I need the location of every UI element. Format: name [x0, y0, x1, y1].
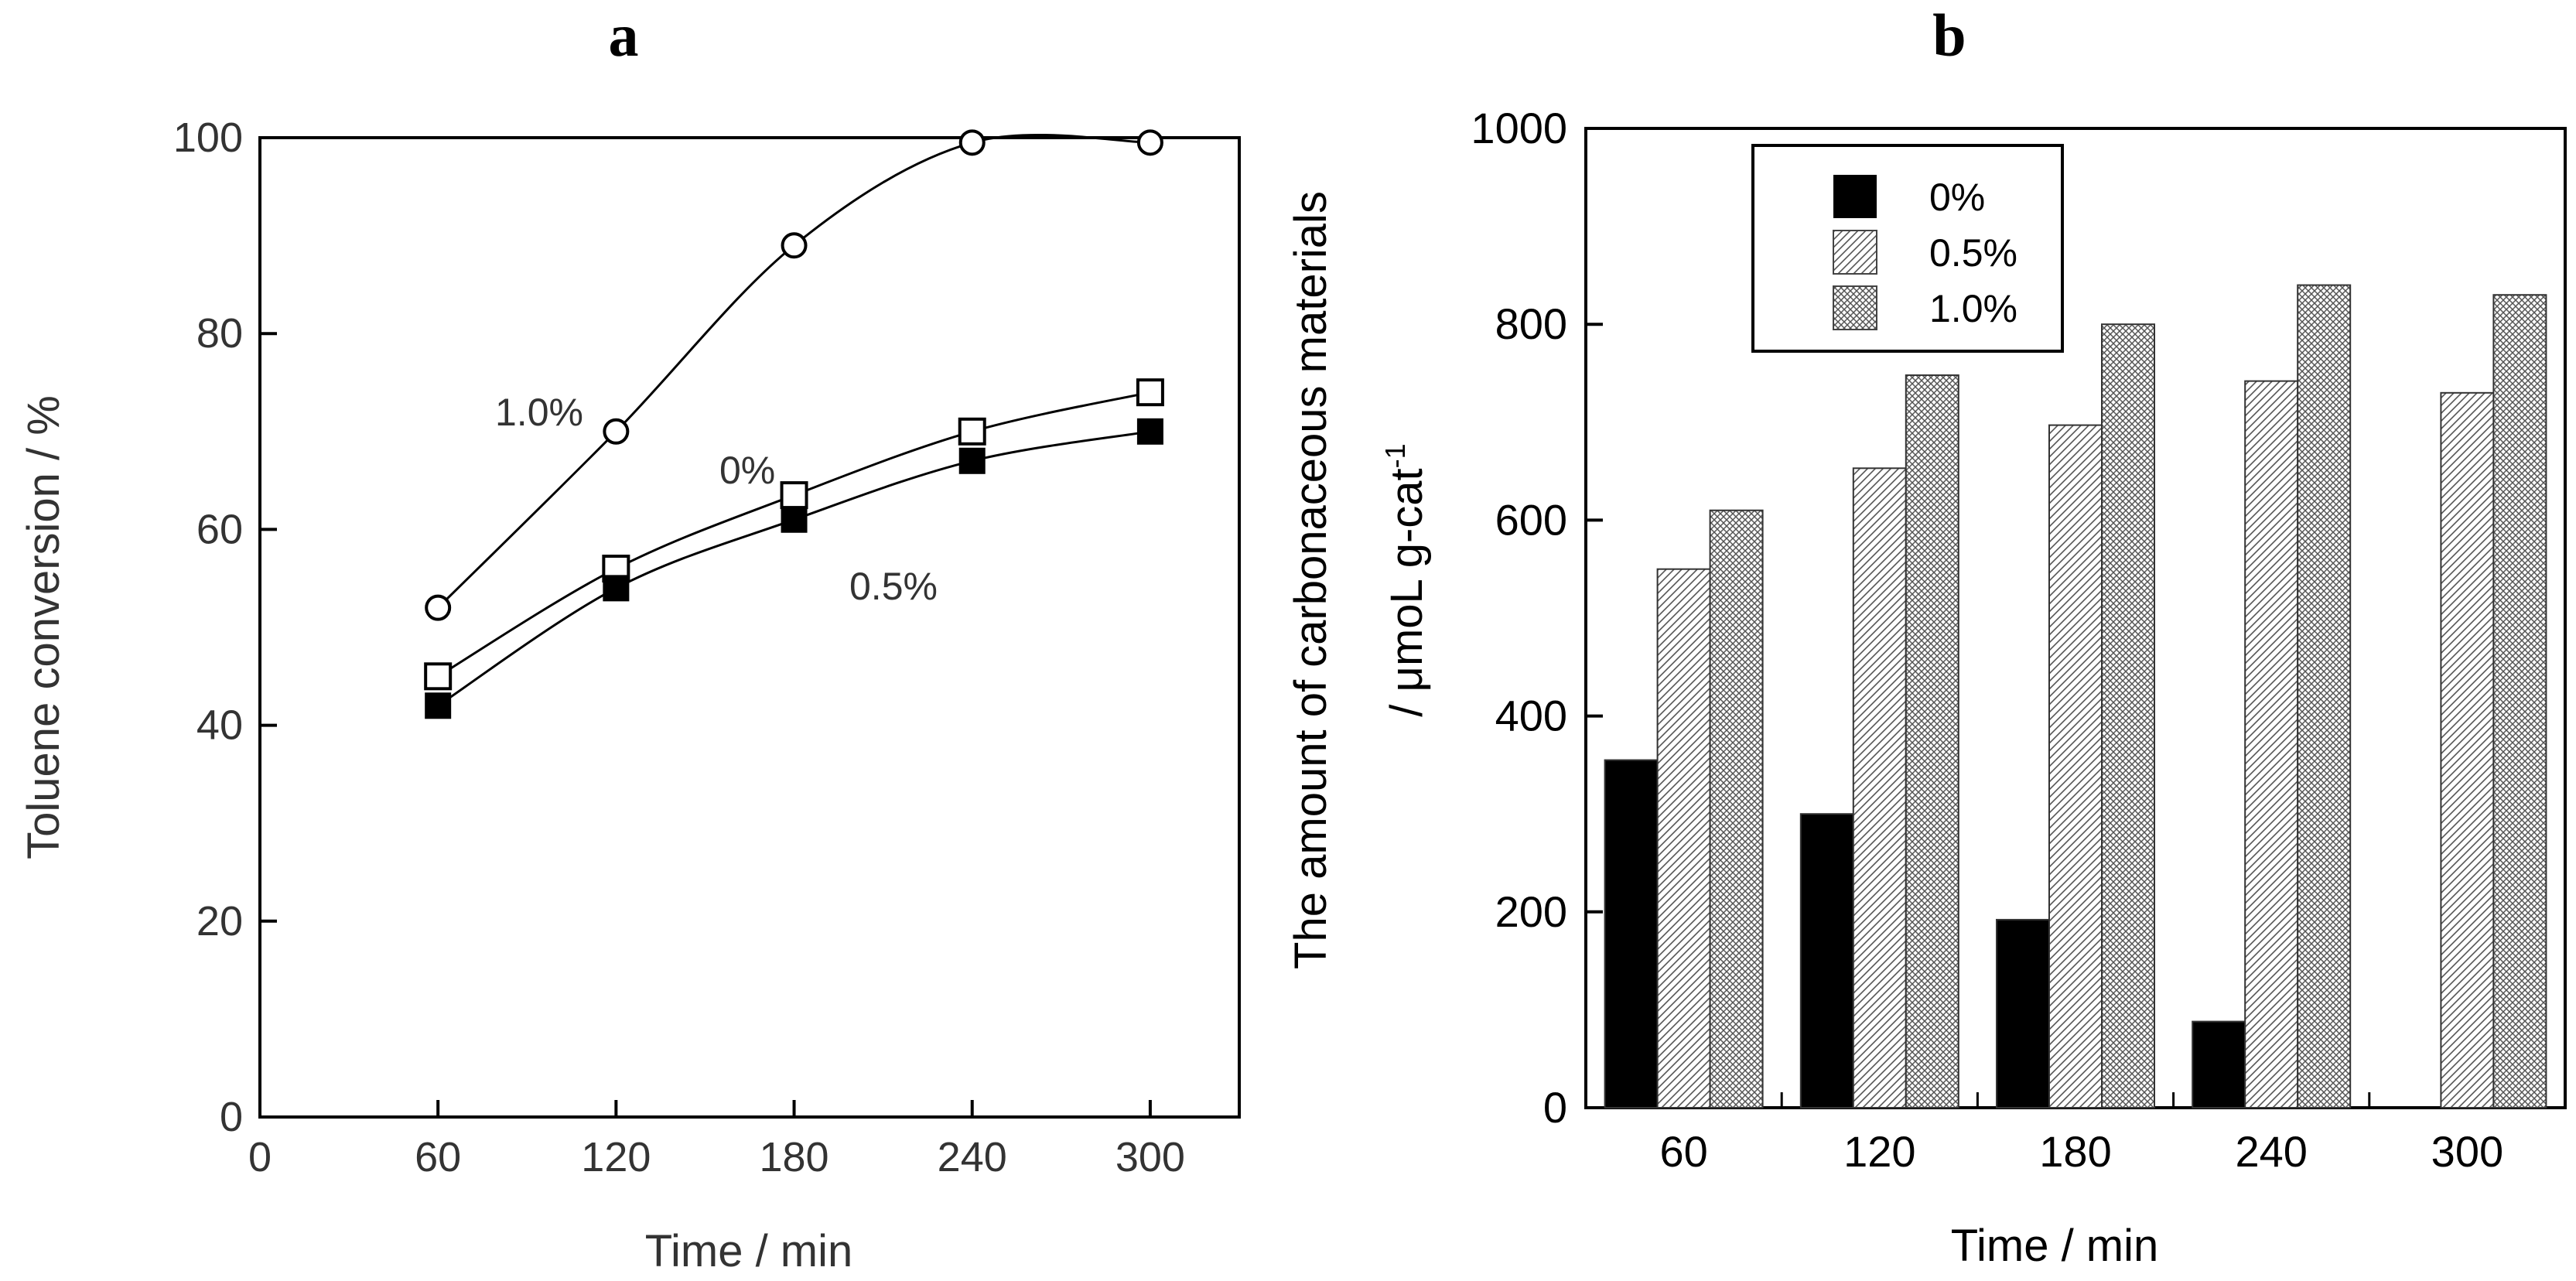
y-axis-label-a: Toluene conversion / % [19, 395, 69, 859]
x-axis-label-a: Time / min [645, 1226, 853, 1276]
y-tick-label: 60 [196, 506, 243, 552]
data-point-open-square [1136, 378, 1164, 407]
y-axis-label-b-line1: The amount of carbonaceous materials [1286, 191, 1336, 969]
y-tick-label: 80 [196, 310, 243, 357]
y-tick-label: 0 [1543, 1083, 1567, 1132]
bar [1852, 467, 1907, 1108]
x-tick-label: 300 [1115, 1134, 1185, 1180]
y-ticks-a: 0 20 40 60 80 100 [173, 114, 277, 1140]
y-ticks-b: 0 200 400 600 800 1000 [1471, 104, 1603, 1132]
legend-swatch-0 [1833, 175, 1877, 218]
y-tick-label: 200 [1495, 887, 1567, 936]
y-axis-label-b-line2: / μmoL g-cat-1 [1379, 443, 1432, 716]
data-point-circle [1136, 129, 1163, 156]
bar [2048, 424, 2103, 1108]
x-tick-label: 180 [2039, 1127, 2111, 1176]
bar [1799, 813, 1854, 1108]
bar [2244, 380, 2299, 1108]
data-point-filled-square [603, 575, 630, 602]
x-tick-label: 300 [2431, 1127, 2503, 1176]
x-tick-label: 60 [1659, 1127, 1707, 1176]
bars-b [1604, 284, 2547, 1109]
bar [1709, 509, 1764, 1108]
y-tick-label: 600 [1495, 495, 1567, 544]
series-label-1-0: 1.0% [495, 391, 583, 434]
bar [2101, 323, 2155, 1108]
data-point-filled-square [958, 447, 986, 474]
x-tick-label: 180 [759, 1134, 828, 1180]
series-label-0: 0% [719, 449, 775, 492]
bar [1905, 374, 1959, 1109]
x-tick-label: 0 [248, 1134, 272, 1180]
data-point-filled-square [781, 506, 808, 533]
legend-label-1-0: 1.0% [1929, 287, 2017, 330]
plot-frame-a [258, 136, 1241, 1119]
y-tick-label: 400 [1495, 692, 1567, 740]
y-tick-label: 100 [173, 114, 243, 161]
legend-label-0: 0% [1929, 176, 1985, 219]
panel-a: a 0 20 40 60 80 100 0 60 120 180 240 300 1.0% 0% 0… [19, 2, 1241, 1276]
y-tick-label: 800 [1495, 299, 1567, 348]
series-markers-a [424, 129, 1164, 719]
data-point-open-square [424, 662, 453, 691]
legend-label-0-5: 0.5% [1929, 231, 2017, 275]
y-tick-label: 1000 [1471, 104, 1567, 152]
legend-swatch-1-0 [1833, 285, 1877, 330]
series-line [437, 430, 1151, 707]
bar [2297, 284, 2352, 1108]
y-tick-label: 20 [196, 898, 243, 945]
x-tick-label: 120 [1843, 1127, 1915, 1176]
bar [2192, 1020, 2246, 1109]
panel-a-label: a [609, 2, 639, 69]
x-tick-label: 120 [581, 1134, 651, 1180]
data-point-open-square [780, 481, 808, 510]
y-axis-label-b-superscript: -1 [1379, 443, 1411, 468]
x-tick-label: 240 [938, 1134, 1007, 1180]
data-point-filled-square [425, 692, 452, 719]
bar [2492, 294, 2547, 1109]
data-point-circle [603, 418, 630, 445]
series-line [437, 134, 1150, 609]
series-line [437, 391, 1151, 678]
x-tick-label: 240 [2235, 1127, 2307, 1176]
data-point-open-square [958, 417, 986, 446]
panel-b: b 0 200 400 600 800 1000 60 120 180 240 300 0% 0.… [1286, 2, 2567, 1271]
bar [1604, 759, 1659, 1108]
x-ticks-b: 60 120 180 240 300 [1659, 1092, 2503, 1176]
panel-b-label: b [1932, 2, 1966, 69]
data-point-circle [425, 594, 452, 621]
x-axis-label-b: Time / min [1951, 1221, 2159, 1271]
series-label-0-5: 0.5% [849, 565, 938, 608]
bar [1656, 568, 1711, 1108]
bar [2440, 391, 2495, 1108]
legend-swatch-0-5 [1833, 230, 1877, 275]
legend-box [1751, 144, 2064, 353]
y-axis-label-b-units: / μmoL g-cat [1382, 468, 1432, 716]
y-tick-label: 0 [220, 1094, 243, 1140]
legend-b: 0% 0.5% 1.0% [1751, 144, 2064, 353]
y-tick-label: 40 [196, 702, 243, 749]
data-point-circle [958, 129, 986, 156]
data-point-filled-square [1136, 418, 1163, 445]
x-tick-label: 60 [415, 1134, 461, 1180]
bar [1996, 918, 2050, 1108]
data-point-circle [781, 232, 808, 259]
x-ticks-a: 0 60 120 180 240 300 [248, 1100, 1185, 1180]
